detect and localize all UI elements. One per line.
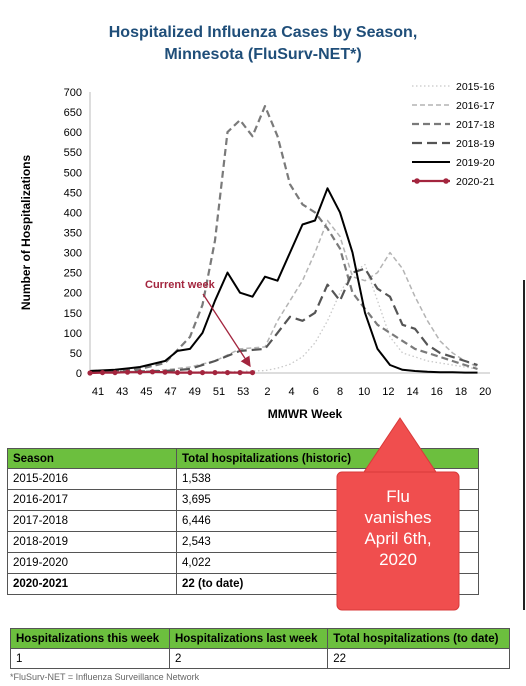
legend-marker bbox=[414, 178, 420, 184]
x-tick-label: 53 bbox=[237, 386, 249, 398]
series-point-2020-21 bbox=[187, 369, 193, 376]
series-point-2020-21 bbox=[87, 370, 93, 376]
page-title: Hospitalized Influenza Cases by Season, … bbox=[0, 22, 526, 66]
series-point-2020-21 bbox=[224, 369, 231, 376]
series-line-2017-18 bbox=[89, 104, 478, 373]
total-to-date-header: Total hospitalizations (to date) bbox=[327, 628, 510, 649]
annotation-label: Current week bbox=[145, 279, 216, 291]
y-axis-label: Number of Hospitalizations bbox=[19, 155, 33, 311]
x-tick-label: 49 bbox=[189, 386, 201, 398]
this-week-header: Hospitalizations this week bbox=[10, 628, 170, 649]
this-week-value: 1 bbox=[10, 648, 170, 669]
series-point-2020-21 bbox=[137, 369, 143, 375]
annotation-arrow bbox=[202, 293, 251, 368]
y-tick-label: 100 bbox=[64, 328, 82, 340]
series-line-2019-20 bbox=[89, 187, 478, 374]
legend-label: 2017-18 bbox=[456, 119, 495, 131]
last-week-value: 2 bbox=[168, 648, 329, 669]
y-tick-label: 0 bbox=[76, 368, 82, 380]
series-point-2020-21 bbox=[124, 369, 131, 375]
series-point-2020-21 bbox=[99, 369, 106, 376]
y-tick-label: 450 bbox=[64, 187, 82, 199]
callout-line: vanishes bbox=[364, 508, 432, 527]
series-line-2016-17 bbox=[89, 219, 478, 373]
legend-label: 2019-20 bbox=[456, 157, 495, 169]
total-to-date-value: 22 bbox=[327, 648, 510, 669]
footnote: *FluSurv-NET = Influenza Surveillance Ne… bbox=[10, 672, 200, 682]
x-tick-label: 8 bbox=[337, 386, 343, 398]
y-tick-label: 400 bbox=[64, 207, 82, 219]
y-tick-label: 300 bbox=[64, 248, 82, 260]
x-tick-label: 12 bbox=[382, 386, 394, 398]
page-edge-rule bbox=[523, 280, 525, 610]
series-point-2020-21 bbox=[162, 369, 168, 375]
legend-label: 2020-21 bbox=[456, 176, 495, 188]
x-tick-label: 14 bbox=[406, 386, 418, 398]
series-point-2020-21 bbox=[212, 369, 218, 376]
weekly-table: Hospitalizations this week Hospitalizati… bbox=[10, 628, 510, 669]
legend-label: 2018-19 bbox=[456, 138, 495, 150]
y-tick-label: 250 bbox=[64, 268, 82, 280]
title-line-1: Hospitalized Influenza Cases by Season, bbox=[108, 24, 418, 41]
series-line-2018-19 bbox=[89, 267, 478, 374]
x-tick-label: 16 bbox=[431, 386, 443, 398]
weekly-table-header: Hospitalizations this week Hospitalizati… bbox=[10, 628, 510, 649]
y-tick-label: 600 bbox=[64, 127, 82, 139]
table-row: 2019-2020 4,022 bbox=[7, 552, 479, 574]
influenza-line-chart: 0 50 100 150 200 250 300 350 400 450 500 550 600 650 7… bbox=[19, 81, 495, 421]
y-tick-label: 550 bbox=[64, 147, 82, 159]
callout-box bbox=[336, 471, 460, 611]
table-row: 1 2 22 bbox=[10, 648, 510, 669]
y-tick-label: 200 bbox=[64, 288, 82, 300]
callout-text: Flu vanishes April 6th, 2020 bbox=[337, 486, 459, 570]
callout-line: April 6th, bbox=[364, 529, 432, 548]
series-point-2020-21 bbox=[237, 369, 243, 376]
y-tick-label: 150 bbox=[64, 308, 82, 320]
y-tick-label: 350 bbox=[64, 228, 82, 240]
season-cell: 2020-2021 bbox=[7, 573, 177, 595]
x-tick-label: 10 bbox=[358, 386, 370, 398]
x-tick-label: 2 bbox=[264, 386, 270, 398]
callout-line: Flu bbox=[386, 487, 410, 506]
series-point-2020-21 bbox=[174, 369, 181, 376]
series-point-2020-21 bbox=[249, 369, 256, 376]
x-axis-label: MMWR Week bbox=[268, 407, 343, 421]
series-point-2020-21 bbox=[199, 369, 206, 376]
series-point-2020-21 bbox=[112, 369, 118, 376]
legend-label: 2016-17 bbox=[456, 100, 495, 112]
legend-marker bbox=[443, 178, 449, 184]
x-tick-label: 41 bbox=[92, 386, 104, 398]
y-tick-label: 500 bbox=[64, 167, 82, 179]
y-tick-label: 50 bbox=[70, 348, 82, 360]
callout-line: 2020 bbox=[379, 550, 417, 569]
x-tick-label: 45 bbox=[140, 386, 152, 398]
title-line-2: Minnesota (FluSurv-NET*) bbox=[164, 46, 362, 63]
y-tick-label: 650 bbox=[64, 107, 82, 119]
x-tick-label: 18 bbox=[455, 386, 467, 398]
x-tick-label: 4 bbox=[289, 386, 295, 398]
x-tick-label: 43 bbox=[116, 386, 128, 398]
x-tick-label: 6 bbox=[313, 386, 319, 398]
y-tick-label: 700 bbox=[64, 87, 82, 99]
x-tick-label: 47 bbox=[164, 386, 176, 398]
x-tick-label: 51 bbox=[213, 386, 225, 398]
callout-arrow bbox=[359, 417, 441, 479]
last-week-header: Hospitalizations last week bbox=[168, 628, 329, 649]
legend-label: 2015-16 bbox=[456, 81, 495, 93]
series-point-2020-21 bbox=[149, 369, 156, 375]
x-tick-label: 20 bbox=[479, 386, 491, 398]
